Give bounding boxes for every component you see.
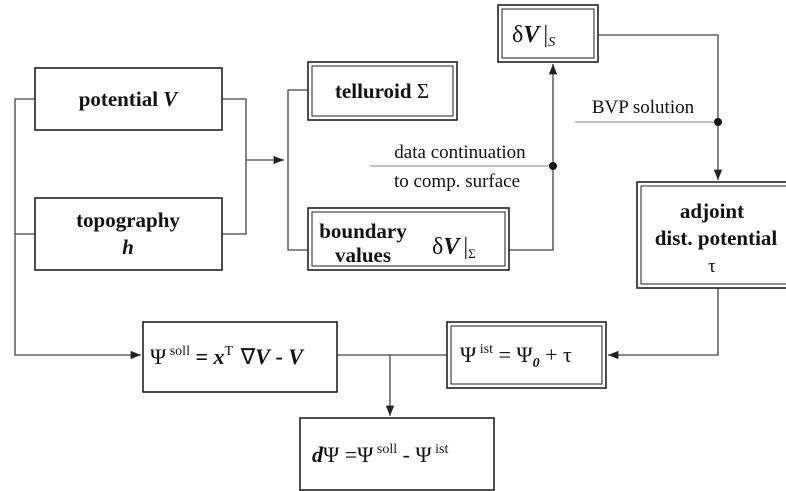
box-inner: [311, 65, 454, 117]
node-formula: δV |Σ: [432, 234, 476, 261]
junction-dot: [714, 118, 722, 126]
arrow: [509, 64, 558, 251]
box: [497, 4, 599, 63]
box-inner: [501, 8, 595, 59]
junction-dot: [549, 162, 557, 170]
box: [307, 61, 458, 121]
arrow: [14, 98, 141, 360]
node-label: potential V: [79, 87, 180, 111]
node-formula: Ψ ist = Ψ0 + τ: [460, 342, 572, 371]
edge-label: data continuation: [394, 142, 526, 163]
node-label: dist. potential: [655, 226, 778, 250]
arrow: [598, 34, 723, 180]
node-label: topography: [76, 208, 180, 232]
node-label: τ: [708, 256, 716, 277]
box-inner: [640, 185, 786, 285]
edge-label: BVP solution: [592, 97, 695, 118]
connectors: [14, 34, 723, 416]
node-label: adjoint: [680, 199, 744, 223]
box: [299, 417, 495, 491]
box: [446, 321, 607, 389]
branch-line: [287, 89, 308, 251]
node-formula: dΨ =Ψ soll - Ψ ist: [312, 442, 449, 467]
arrow: [608, 288, 719, 360]
box: [34, 197, 223, 271]
node-formula: δV |S: [512, 22, 555, 50]
node-label: telluroid Σ: [335, 79, 429, 103]
node-formula: Ψ soll = xT ∇V - V: [150, 344, 305, 369]
box-inner: [450, 325, 603, 385]
box: [34, 67, 223, 131]
node-label: values: [335, 243, 391, 267]
node-label: boundary: [319, 219, 407, 243]
box-inner: [311, 211, 506, 267]
merge-line: [222, 98, 247, 235]
box: [636, 181, 786, 289]
box: [142, 321, 338, 393]
edge-label: to comp. surface: [394, 171, 520, 192]
box: [307, 207, 510, 271]
node-label: h: [122, 235, 134, 259]
